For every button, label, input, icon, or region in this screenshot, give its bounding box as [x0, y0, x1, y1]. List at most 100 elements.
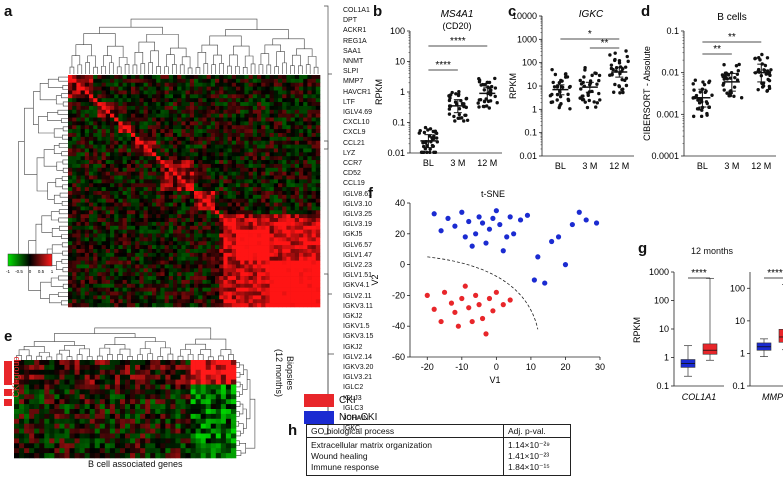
data-point — [553, 72, 558, 77]
data-point — [431, 136, 436, 141]
x-tick-label: 30 — [595, 362, 605, 372]
tsne-point — [459, 209, 465, 215]
y-tick-label: 1 — [532, 104, 537, 114]
scale-tick-label: -0.5 — [15, 269, 23, 274]
gene-label: CD52 — [343, 170, 361, 178]
panel-g-title: 12 months — [690, 246, 734, 256]
tsne-point — [504, 234, 510, 240]
cki-group-label: CKI-group — [11, 356, 21, 398]
gene-label: SLPI — [343, 68, 359, 76]
y-axis-label: RPKM — [508, 73, 518, 99]
tsne-point — [473, 292, 479, 298]
data-point — [753, 56, 757, 61]
data-point — [760, 52, 764, 57]
y-tick-label: 1 — [740, 348, 745, 358]
data-point — [701, 80, 705, 84]
tsne-point — [459, 295, 465, 302]
significance-label: **** — [767, 268, 783, 279]
go-row-pval: 1.84×10⁻¹⁵ — [508, 462, 550, 472]
data-point — [699, 114, 704, 119]
data-point — [457, 89, 461, 94]
y-tick-label: 0.1 — [392, 118, 405, 128]
go-row-pval: 1.14×10⁻²⁹ — [508, 440, 550, 450]
data-point — [694, 93, 699, 98]
tsne-point — [507, 214, 513, 220]
data-point — [578, 78, 582, 83]
data-point — [609, 66, 614, 71]
y-tick-label: 100 — [390, 26, 405, 36]
tsne-point — [462, 283, 468, 289]
tsne-point — [479, 315, 486, 322]
data-point — [592, 100, 596, 104]
gene-label: IGLV3.19 — [343, 221, 373, 229]
tsne-point — [486, 295, 493, 302]
data-point — [428, 150, 432, 155]
x-tick-label: 12 M — [609, 161, 629, 171]
data-point — [481, 82, 485, 87]
tsne-point — [424, 292, 430, 298]
y-axis-label: V2 — [370, 274, 380, 285]
data-point — [487, 106, 491, 110]
gene-label: IGLV3.10 — [343, 200, 373, 208]
data-point — [464, 96, 469, 101]
tsne-point — [438, 318, 444, 325]
x-tick-label: BL — [555, 161, 566, 171]
data-point — [595, 82, 599, 86]
gene-label: IGLV6.57 — [343, 241, 373, 249]
panel-letter-g: g — [638, 240, 648, 257]
data-point — [458, 116, 462, 120]
data-point — [587, 98, 591, 103]
y-tick-label: 0 — [400, 260, 405, 270]
data-point — [477, 98, 482, 102]
gene-label: CCR7 — [343, 160, 363, 167]
data-point — [625, 54, 629, 59]
data-point — [728, 76, 733, 80]
tsne-point — [455, 323, 461, 329]
data-point — [565, 75, 570, 79]
box — [702, 343, 718, 355]
gene-label: SAA1 — [343, 47, 361, 55]
data-point — [697, 101, 702, 105]
gene-label: IGLV3.25 — [343, 211, 373, 218]
data-point — [617, 61, 622, 65]
y-tick-label: 0.1 — [732, 381, 745, 391]
gene-label: CXCL10 — [343, 119, 370, 127]
data-point — [623, 65, 628, 69]
data-point — [696, 98, 700, 102]
data-point — [447, 107, 452, 111]
data-point — [620, 77, 624, 82]
gene-label: IGLV2.14 — [343, 353, 373, 361]
data-point — [613, 51, 617, 55]
gene-label: JCHAIN — [343, 415, 369, 422]
data-point — [447, 98, 452, 103]
tsne-point — [562, 262, 569, 268]
data-point — [765, 56, 770, 60]
data-point — [608, 53, 612, 57]
data-point — [485, 80, 490, 85]
panel-b-dot-plot: 0.01 0.1 1 10 100 RPKM BL 3 M 12 M **** **** MS4A1(… — [374, 9, 502, 168]
x-tick-label: 12 M — [751, 161, 771, 171]
panel-letter-e: e — [4, 328, 13, 345]
data-point — [482, 88, 487, 92]
data-point — [431, 129, 436, 134]
panel-d-title: B cells — [717, 12, 746, 23]
x-tick-label: 3 M — [724, 161, 739, 171]
legend-swatch-cki — [304, 394, 334, 407]
data-point — [448, 93, 453, 97]
data-point — [707, 105, 711, 109]
tsne-point — [593, 220, 600, 226]
y-tick-label: 0.1 — [524, 128, 537, 138]
data-point — [617, 84, 622, 89]
y-tick-label: 10000 — [512, 11, 537, 21]
y-tick-label: -60 — [392, 352, 405, 362]
x-tick-label: 20 — [560, 362, 570, 372]
gene-label: CXCL9 — [343, 129, 366, 137]
data-point — [737, 62, 741, 67]
b-cell-genes-label: B cell associated genes — [88, 459, 183, 469]
data-point — [563, 72, 568, 77]
data-point — [624, 76, 629, 80]
data-point — [552, 85, 557, 89]
tsne-point — [486, 226, 493, 232]
data-point — [426, 128, 430, 132]
